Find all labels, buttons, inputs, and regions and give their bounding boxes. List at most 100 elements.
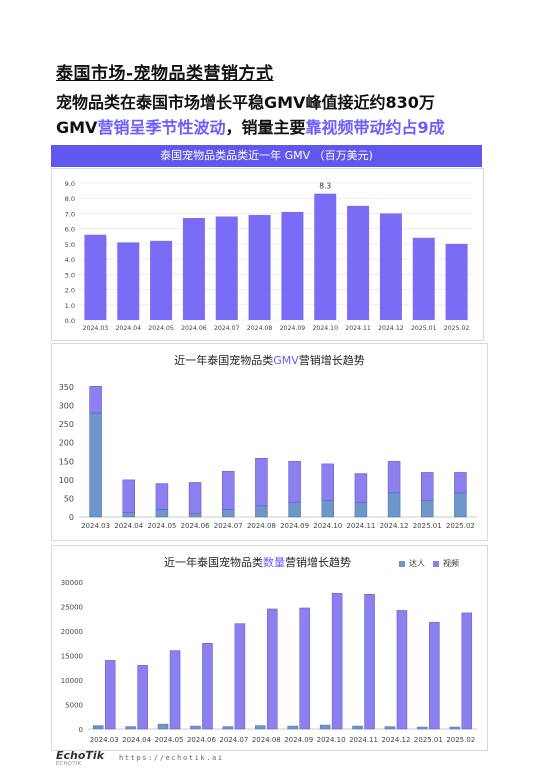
chart2-title-b: GMV [273,354,299,367]
chart1-y-tick: 9.0 [65,180,75,188]
chart2-y-tick: 100 [59,476,74,485]
legend-kol-swatch [399,560,405,567]
chart1-bar [150,240,173,320]
chart3-bar-kol [222,726,234,730]
chart1-y-tick: 7.0 [65,210,75,218]
chart3-bar-video [137,665,148,730]
chart3-x-tick: 2024.12 [381,736,410,744]
chart1-x-tick: 2024.08 [247,325,273,332]
chart2-y-tick: 350 [59,383,74,392]
chart1-x-tick: 2024.07 [214,325,240,332]
chart2-bar-upper [222,471,235,510]
chart1-title: 泰国宠物品类品类近一年 GMV （百万美元) [51,145,482,167]
chart1-x-tick: 2024.03 [83,325,109,332]
chart3-bar-video [396,610,408,730]
chart3-x-tick: 2024.07 [219,736,248,744]
chart2-bar-upper [89,386,102,414]
footer-brand-sub: ECHOTIK [56,761,82,767]
chart3-bar-kol [190,725,201,730]
chart2-x-tick: 2024.04 [114,522,143,530]
headline-seasonal: 营销呈季节性波动 [97,118,226,137]
chart2-x-tick: 2024.08 [247,522,276,530]
chart3-panel: 近一年泰国宠物品类数量营销增长趋势 达人 视频 0 5000 10000 15000 2… [51,545,488,751]
chart1-y-tick: 0.0 [65,317,75,325]
chart1-y-tick: 3.0 [65,271,75,279]
chart3-x-tick: 2024.06 [187,736,216,744]
chart3-bar-video [331,593,343,730]
chart3-x-tick: 2025.02 [446,736,475,744]
chart2-bar-lower [454,492,467,518]
headline-video-share: 靠视频带动约占9成 [305,118,445,137]
gmv-bar-chart: 0.0 1.0 2.0 3.0 4.0 5.0 6.0 7.0 8.0 9.0 2024.03 202… [65,180,473,332]
chart3-bar-video [364,594,375,730]
chart2-bar-upper [288,461,301,503]
chart2-y-tick: 50 [64,494,74,503]
chart1-y-tick: 4.0 [65,256,75,264]
chart2-x-tick: 2024.10 [313,522,342,530]
chart3-y-tick: 20000 [61,628,83,636]
chart1-bar [281,211,304,320]
chart2-bar-lower [122,512,135,518]
chart2-x-tick: 2024.03 [81,522,110,530]
chart3-bar-video [267,608,278,730]
chart2-bar-upper [255,458,268,507]
chart2-bar-lower [354,501,368,518]
chart2-x-tick: 2025.01 [413,522,442,530]
headline-line-1: 宠物品类在泰国市场增长平稳GMV峰值接近约830万 [56,93,435,112]
chart1-y-tick: 6.0 [65,226,75,234]
chart3-bar-kol [319,724,331,730]
chart2-y-tick: 300 [59,402,74,411]
chart3-y-tick: 5000 [65,702,83,710]
chart3-title-c: 营销增长趋势 [285,556,351,569]
chart2-bar-upper [421,472,434,501]
chart3-bar-video [234,623,246,730]
chart3-bar-video [299,607,310,730]
chart2-y-tick: 0 [69,513,74,522]
chart2-x-tick: 2024.12 [380,522,409,530]
chart3-bar-video [104,660,116,730]
chart3-bar-video [169,650,181,730]
chart3-bar-video [202,643,213,730]
chart1-x-tick: 2024.12 [378,325,404,332]
chart1-bar [182,218,205,320]
chart1-x-tick: 2024.05 [148,325,174,332]
chart3-y-tick: 15000 [61,653,83,661]
chart1-x-tick: 2024.04 [115,325,141,332]
chart1-bar [412,237,435,320]
chart2-y-tick: 150 [59,457,74,466]
chart1-y-tick: 1.0 [65,302,75,310]
chart2-bar-upper [122,479,135,513]
chart3-title-b: 数量 [263,556,285,569]
chart3-bar-kol [384,726,396,730]
chart3-bar-kol [287,725,298,730]
chart2-bar-lower [89,412,102,518]
chart3-y-tick: 10000 [61,677,83,685]
chart1-bar [379,213,402,320]
chart2-bar-lower [387,492,401,518]
headline-sales: ，销量主要 [225,118,306,137]
chart2-x-tick: 2024.09 [280,522,309,530]
chart3-x-tick: 2024.04 [122,736,151,744]
chart3-bar-kol [255,725,266,730]
chart2-bar-upper [155,483,169,510]
echotik-logo: EchoTik ECHOTIK [56,749,104,767]
headline-line-2: GMV营销呈季节性波动，销量主要靠视频带动约占9成 [56,114,445,138]
chart3-x-tick: 2024.11 [349,736,378,744]
chart3-bar-kol [352,725,363,730]
chart2-bar-upper [387,461,401,494]
chart1-bar [84,234,107,320]
chart1-y-tick: 8.0 [65,195,75,203]
chart3-title-a: 近一年泰国宠物品类 [164,556,263,569]
chart3-x-tick: 2024.09 [284,736,313,744]
chart2-bar-upper [354,473,368,503]
chart3-x-tick: 2024.05 [155,736,184,744]
chart1-bar [117,242,140,320]
chart1-y-tick: 5.0 [65,241,75,249]
chart2-bar-upper [454,472,467,494]
chart3-bar-kol [417,726,428,730]
chart2-x-tick: 2024.05 [147,522,176,530]
legend-video-swatch [433,560,439,567]
chart2-x-tick: 2024.06 [181,522,210,530]
chart2-bar-lower [321,500,334,518]
